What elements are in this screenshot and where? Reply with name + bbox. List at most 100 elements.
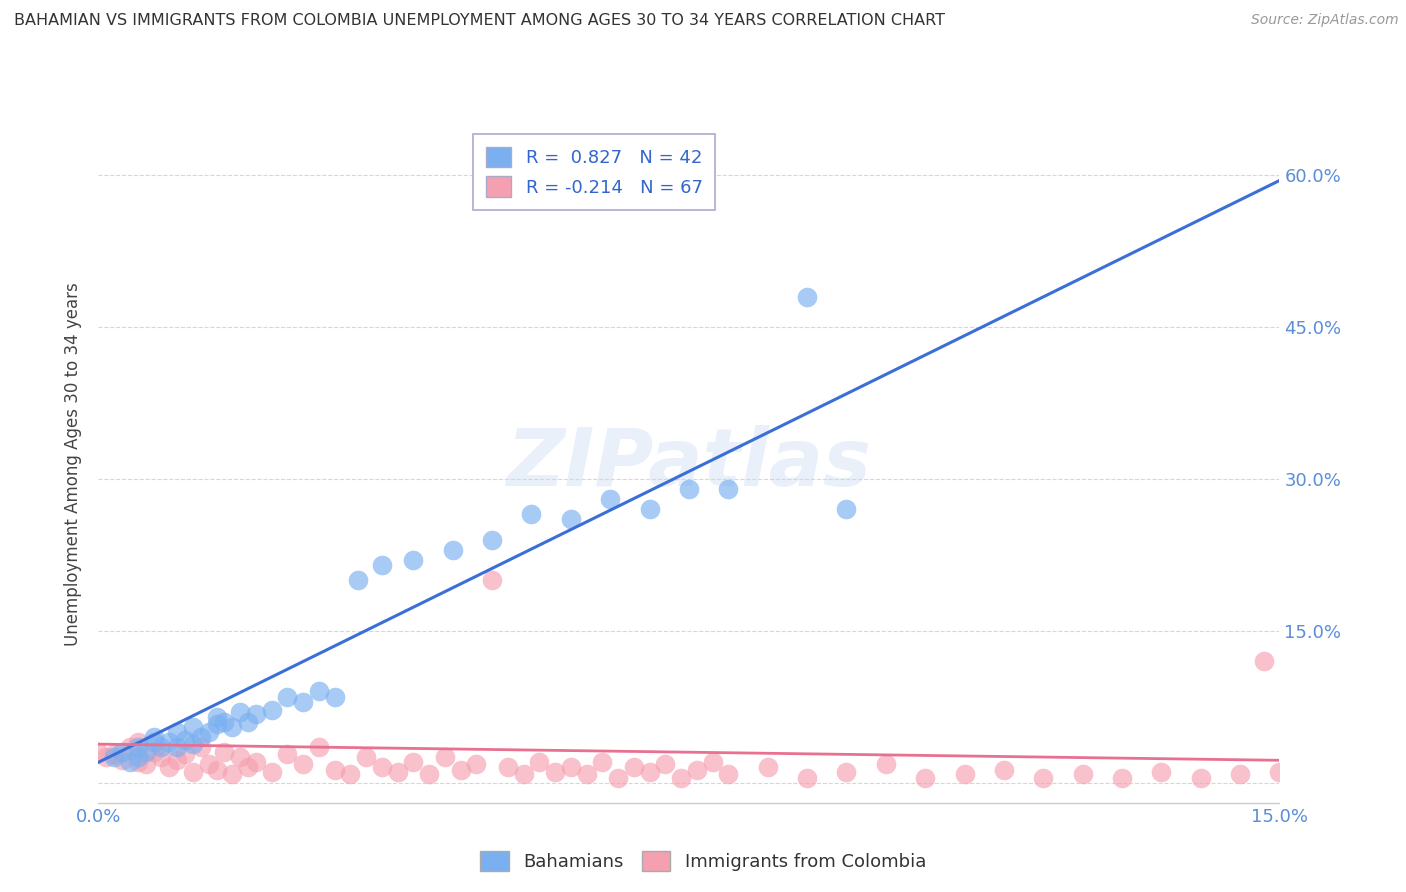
Point: [402, 553, 425, 567]
Point: [197, 725, 219, 739]
Point: [111, 753, 134, 767]
Point: [371, 558, 394, 572]
Point: [236, 714, 259, 729]
Point: [197, 757, 219, 772]
Point: [323, 764, 346, 778]
Point: [157, 735, 180, 749]
Point: [205, 710, 228, 724]
Point: [127, 756, 149, 770]
Point: [575, 767, 598, 781]
Point: [214, 714, 236, 729]
Point: [1111, 771, 1133, 785]
Point: [496, 760, 519, 774]
Point: [669, 771, 692, 785]
Point: [796, 771, 818, 785]
Point: [607, 771, 630, 785]
Point: [465, 757, 488, 772]
Point: [623, 760, 645, 774]
Point: [214, 745, 236, 759]
Point: [157, 760, 180, 774]
Point: [560, 760, 582, 774]
Point: [308, 740, 330, 755]
Point: [560, 512, 582, 526]
Point: [87, 745, 110, 759]
Point: [717, 482, 740, 496]
Point: [190, 730, 212, 744]
Point: [512, 767, 534, 781]
Point: [520, 508, 543, 522]
Point: [166, 725, 188, 739]
Point: [260, 703, 283, 717]
Point: [678, 482, 700, 496]
Point: [339, 767, 361, 781]
Point: [654, 757, 676, 772]
Point: [135, 757, 157, 772]
Point: [111, 745, 134, 759]
Point: [245, 756, 267, 770]
Point: [441, 542, 464, 557]
Point: [354, 750, 377, 764]
Point: [591, 756, 613, 770]
Point: [481, 573, 503, 587]
Text: BAHAMIAN VS IMMIGRANTS FROM COLOMBIA UNEMPLOYMENT AMONG AGES 30 TO 34 YEARS CORR: BAHAMIAN VS IMMIGRANTS FROM COLOMBIA UNE…: [14, 13, 945, 29]
Point: [190, 740, 212, 755]
Point: [142, 735, 165, 749]
Point: [953, 767, 976, 781]
Point: [166, 740, 188, 755]
Point: [308, 684, 330, 698]
Point: [835, 502, 858, 516]
Point: [638, 765, 661, 780]
Point: [260, 765, 283, 780]
Point: [103, 750, 125, 764]
Point: [402, 756, 425, 770]
Point: [371, 760, 394, 774]
Point: [276, 690, 298, 704]
Y-axis label: Unemployment Among Ages 30 to 34 years: Unemployment Among Ages 30 to 34 years: [65, 282, 83, 646]
Point: [103, 747, 125, 762]
Point: [127, 735, 149, 749]
Point: [796, 290, 818, 304]
Point: [292, 695, 315, 709]
Point: [166, 753, 188, 767]
Point: [387, 765, 409, 780]
Point: [127, 750, 149, 764]
Point: [150, 740, 173, 755]
Point: [835, 765, 858, 780]
Point: [205, 764, 228, 778]
Point: [914, 771, 936, 785]
Point: [150, 750, 173, 764]
Point: [1253, 654, 1275, 668]
Point: [756, 760, 779, 774]
Point: [229, 750, 252, 764]
Point: [875, 757, 897, 772]
Point: [993, 764, 1015, 778]
Point: [96, 750, 118, 764]
Point: [245, 706, 267, 721]
Point: [1071, 767, 1094, 781]
Point: [1189, 771, 1212, 785]
Point: [135, 745, 157, 759]
Point: [142, 730, 165, 744]
Point: [181, 737, 204, 751]
Point: [544, 765, 567, 780]
Legend: R =  0.827   N = 42, R = -0.214   N = 67: R = 0.827 N = 42, R = -0.214 N = 67: [474, 134, 716, 210]
Point: [686, 764, 709, 778]
Point: [1229, 767, 1251, 781]
Point: [229, 705, 252, 719]
Legend: Bahamians, Immigrants from Colombia: Bahamians, Immigrants from Colombia: [472, 844, 934, 879]
Point: [236, 760, 259, 774]
Text: ZIPatlas: ZIPatlas: [506, 425, 872, 503]
Point: [347, 573, 370, 587]
Point: [599, 492, 621, 507]
Point: [205, 717, 228, 731]
Point: [638, 502, 661, 516]
Point: [433, 750, 456, 764]
Point: [481, 533, 503, 547]
Point: [118, 740, 141, 755]
Point: [181, 720, 204, 734]
Point: [292, 757, 315, 772]
Point: [450, 764, 472, 778]
Point: [1032, 771, 1054, 785]
Point: [181, 765, 204, 780]
Point: [323, 690, 346, 704]
